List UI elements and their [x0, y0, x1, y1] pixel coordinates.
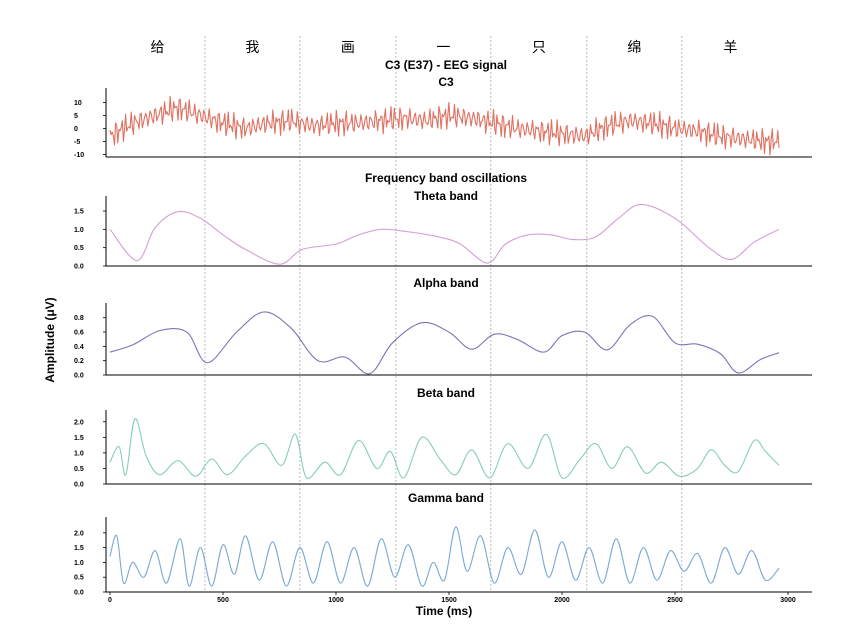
y-tick-label-alpha-0: 0.8 [74, 315, 84, 322]
panel-beta: Beta band 2.0 1.5 1.0 0.5 0.0 [74, 386, 812, 489]
series-line-gamma [109, 526, 780, 587]
word-labels: 给我画一只绵羊 [150, 39, 737, 56]
y-tick-label-eeg-4: -10 [74, 152, 84, 159]
y-tick-label-gamma-3: 0.5 [74, 575, 84, 582]
x-axis: 0 500 1000 1500 2000 2500 3000 [108, 592, 796, 604]
eeg-section-title: C3 (E37) - EEG signal [385, 58, 507, 72]
y-tick-label-theta-1: 1.0 [74, 227, 84, 234]
series-line-alpha [109, 311, 780, 375]
y-tick-label-alpha-1: 0.6 [74, 330, 84, 337]
series-line-beta [109, 418, 780, 480]
word-label-5: 绵 [627, 39, 641, 56]
panel-title-theta: Theta band [414, 189, 478, 203]
y-tick-label-alpha-4: 0.0 [74, 373, 84, 380]
x-axis-label: Time (ms) [416, 604, 472, 618]
panel-eeg: C3 10 5 0 -5 -10 [74, 75, 812, 159]
y-tick-label-eeg-2: 0 [74, 126, 78, 133]
series-line-eeg [109, 95, 780, 156]
word-label-2: 画 [341, 40, 355, 56]
y-tick-label-theta-3: 0.0 [74, 264, 84, 271]
y-tick-label-beta-0: 2.0 [74, 419, 84, 426]
y-tick-label-alpha-3: 0.2 [74, 358, 84, 365]
word-label-4: 只 [532, 40, 546, 56]
bands-section-title: Frequency band oscillations [365, 171, 527, 185]
y-tick-label-theta-0: 1.5 [74, 209, 84, 216]
y-axis-label: Amplitude (μV) [43, 297, 57, 382]
y-tick-label-beta-1: 1.5 [74, 435, 84, 442]
x-tick-label-4: 2000 [554, 597, 570, 604]
y-tick-label-alpha-2: 0.4 [74, 344, 84, 351]
x-tick-label-3: 1500 [441, 597, 457, 604]
panel-alpha: Alpha band 0.8 0.6 0.4 0.2 0.0 [74, 276, 812, 380]
word-label-0: 给 [150, 40, 164, 56]
panel-title-eeg: C3 [438, 75, 454, 89]
word-label-1: 我 [245, 40, 259, 56]
y-tick-label-eeg-1: 5 [74, 113, 78, 120]
y-tick-label-beta-4: 0.0 [74, 482, 84, 489]
series-line-theta [109, 203, 780, 265]
x-tick-label-2: 1000 [328, 597, 344, 604]
x-tick-label-0: 0 [108, 597, 112, 604]
y-tick-label-gamma-4: 0.0 [74, 590, 84, 597]
y-tick-label-gamma-1: 1.5 [74, 545, 84, 552]
panel-title-gamma: Gamma band [408, 491, 484, 505]
y-tick-label-gamma-0: 2.0 [74, 530, 84, 537]
y-tick-label-eeg-3: -5 [74, 139, 80, 146]
x-tick-label-6: 3000 [780, 597, 796, 604]
word-label-6: 羊 [723, 40, 737, 56]
x-tick-label-5: 2500 [667, 597, 683, 604]
panel-theta: Theta band 1.5 1.0 0.5 0.0 [74, 189, 812, 271]
y-tick-label-beta-2: 1.0 [74, 450, 84, 457]
y-tick-label-beta-3: 0.5 [74, 466, 84, 473]
panel-title-beta: Beta band [417, 386, 475, 400]
panel-gamma: Gamma band 2.0 1.5 1.0 0.5 0.0 [74, 491, 812, 597]
word-label-3: 一 [436, 40, 450, 56]
y-tick-label-theta-2: 0.5 [74, 245, 84, 252]
x-tick-label-1: 500 [217, 597, 229, 604]
panel-title-alpha: Alpha band [413, 276, 478, 290]
y-tick-label-gamma-2: 1.0 [74, 560, 84, 567]
y-tick-label-eeg-0: 10 [74, 100, 82, 107]
